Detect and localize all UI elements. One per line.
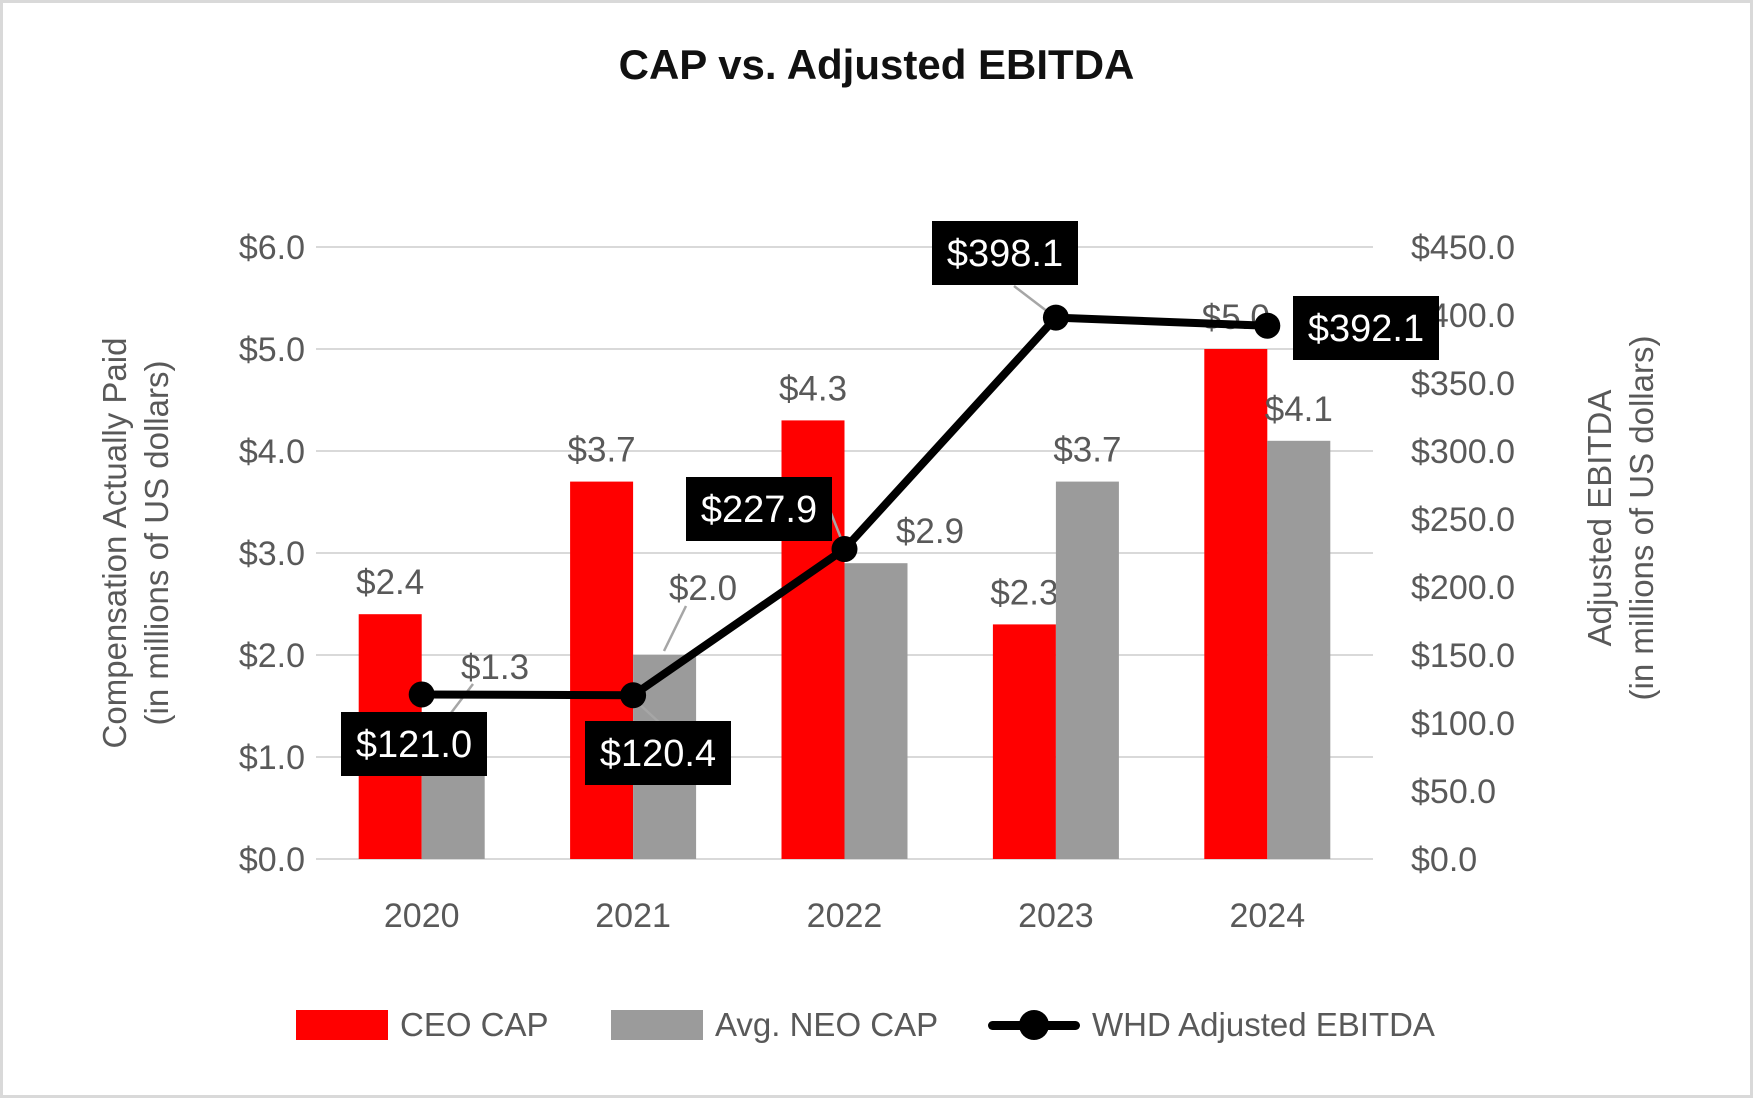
ebitda-label-value-2023: $398.1 bbox=[947, 233, 1063, 275]
legend-label-whd-adjusted-ebitda: WHD Adjusted EBITDA bbox=[1092, 1006, 1435, 1043]
chart-title: CAP vs. Adjusted EBITDA bbox=[618, 41, 1135, 88]
left-axis-tick-label: $2.0 bbox=[239, 637, 305, 675]
right-axis-tick-label: $300.0 bbox=[1411, 433, 1515, 471]
line-marker-2021 bbox=[620, 682, 647, 709]
bar-value-label: $3.7 bbox=[1053, 431, 1121, 470]
right-axis-tick-label: $350.0 bbox=[1411, 365, 1515, 403]
ebitda-label-box-2022 bbox=[686, 477, 832, 541]
ebitda-label-box-2024 bbox=[1293, 296, 1439, 360]
ceo-cap-swatch bbox=[296, 1010, 388, 1040]
left-axis-tick-label: $3.0 bbox=[239, 535, 305, 573]
neo-cap-swatch bbox=[611, 1010, 703, 1040]
ebitda-label-value-2022: $227.9 bbox=[701, 489, 817, 531]
x-axis-label-2024: 2024 bbox=[1229, 897, 1305, 935]
left-axis-tick-label: $0.0 bbox=[239, 841, 305, 879]
ebitda-label-box-2021 bbox=[585, 721, 731, 785]
bar-avg-neo-cap-2023 bbox=[1055, 481, 1119, 859]
ebitda-label-box-2020 bbox=[341, 712, 487, 776]
combo-chart-plot: $0.0 $1.0 $2.0 $3.0 $4.0 $5.0 $6.0 $0.0 $50.0 $10… bbox=[239, 221, 1515, 935]
legend-label-avg-neo-cap: Avg. NEO CAP bbox=[715, 1006, 939, 1043]
right-axis-tick-label: $250.0 bbox=[1411, 501, 1515, 539]
ebitda-label-value-2021: $120.4 bbox=[600, 733, 716, 775]
right-axis-tick-label: $200.0 bbox=[1411, 569, 1515, 607]
line-marker-2023 bbox=[1042, 304, 1069, 331]
ebitda-label-box-2023 bbox=[932, 221, 1078, 285]
ebitda-line-swatch bbox=[988, 1010, 1080, 1040]
line-marker-2022 bbox=[831, 536, 858, 563]
line-swatch-marker-icon bbox=[1019, 1010, 1049, 1040]
bar-value-label: $2.0 bbox=[669, 569, 737, 608]
bar-value-label: $2.3 bbox=[990, 573, 1058, 612]
legend-item-ceo-cap: CEO CAP bbox=[296, 1001, 549, 1049]
right-axis-tick-label: $150.0 bbox=[1411, 637, 1515, 675]
right-axis-tick-label: $100.0 bbox=[1411, 705, 1515, 743]
left-axis-tick-label: $5.0 bbox=[239, 331, 305, 369]
ebitda-label-value-2020: $121.0 bbox=[356, 724, 472, 766]
left-axis-tick-label: $6.0 bbox=[239, 229, 305, 267]
x-axis-label-2021: 2021 bbox=[595, 897, 671, 935]
legend-item-whd-adjusted-ebitda: WHD Adjusted EBITDA bbox=[988, 1001, 1435, 1049]
bar-avg-neo-cap-2022 bbox=[844, 563, 908, 859]
bar-value-label: $4.1 bbox=[1265, 390, 1333, 429]
bar-value-label: $3.7 bbox=[568, 431, 636, 470]
left-axis-tick-label: $1.0 bbox=[239, 739, 305, 777]
line-marker-2020 bbox=[408, 681, 435, 708]
x-axis-label-2023: 2023 bbox=[1018, 897, 1094, 935]
bar-avg-neo-cap-2024 bbox=[1267, 440, 1331, 859]
bar-ceo-cap-2023 bbox=[992, 624, 1056, 859]
right-axis-tick-label: $450.0 bbox=[1411, 229, 1515, 267]
right-axis-tick-label: $0.0 bbox=[1411, 841, 1477, 879]
right-axis-tick-label: $50.0 bbox=[1411, 773, 1496, 811]
legend-label-ceo-cap: CEO CAP bbox=[400, 1006, 549, 1043]
bar-value-label: $2.9 bbox=[896, 512, 964, 551]
x-axis-label-2020: 2020 bbox=[384, 897, 460, 935]
bar-ceo-cap-2021 bbox=[570, 481, 634, 859]
ebitda-label-value-2024: $392.1 bbox=[1308, 308, 1424, 350]
legend-item-avg-neo-cap: Avg. NEO CAP bbox=[611, 1001, 938, 1049]
left-axis-tick-label: $4.0 bbox=[239, 433, 305, 471]
legend: CEO CAP Avg. NEO CAP WHD Adjusted EBITDA bbox=[3, 1001, 1750, 1049]
bar-value-label: $4.3 bbox=[779, 369, 847, 408]
label-leader-line bbox=[662, 605, 688, 652]
x-axis-label-2022: 2022 bbox=[807, 897, 883, 935]
line-marker-2024 bbox=[1254, 312, 1281, 339]
bar-value-label: $1.3 bbox=[461, 648, 529, 687]
bar-value-label: $2.4 bbox=[356, 563, 424, 602]
bar-ceo-cap-2024 bbox=[1204, 349, 1268, 859]
